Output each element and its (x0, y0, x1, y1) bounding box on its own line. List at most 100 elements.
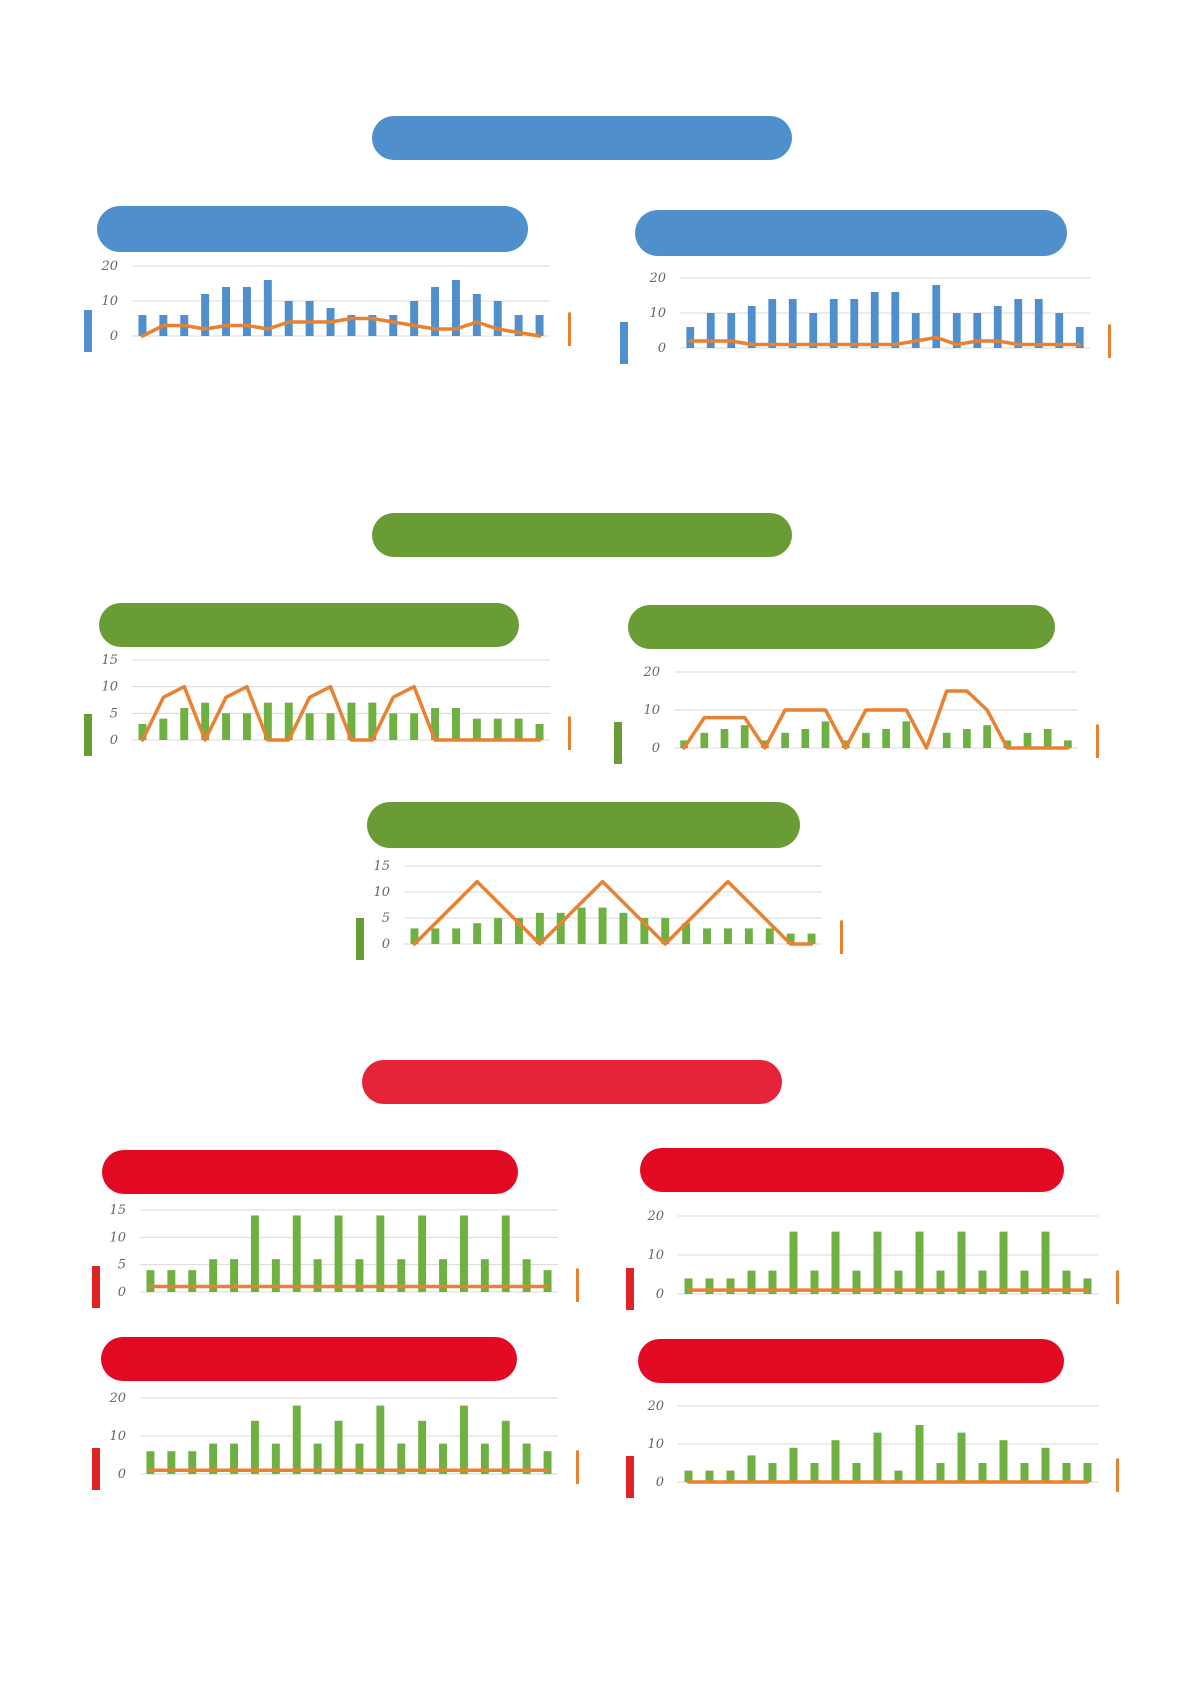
legend-bar-swatch (92, 1266, 100, 1308)
bar (809, 313, 818, 348)
bar (452, 928, 461, 944)
legend-bar-swatch (626, 1456, 634, 1498)
bar (747, 1270, 756, 1294)
bar (957, 1231, 966, 1294)
legend-bar-swatch (84, 310, 92, 352)
bar (768, 1463, 777, 1482)
bar (501, 1215, 510, 1292)
bar (894, 1270, 903, 1294)
bar (891, 292, 900, 348)
series-line (412, 879, 814, 946)
bar (222, 713, 231, 740)
series-line (140, 684, 542, 742)
green-section-header (372, 513, 792, 557)
bar (999, 1231, 1008, 1294)
y-tick-label: 20 (100, 259, 118, 274)
bar (1062, 1463, 1071, 1482)
y-tick-label: 10 (647, 1437, 664, 1452)
bar (781, 732, 789, 748)
chart-5-title-bar (367, 802, 800, 848)
blue-section-header (372, 116, 792, 160)
bar (705, 1470, 714, 1482)
bar (870, 292, 879, 348)
bar (983, 725, 991, 748)
bar (1041, 1231, 1050, 1294)
chart-4: 0 10 20 (614, 665, 1099, 764)
bar (973, 313, 982, 348)
y-tick-label: 10 (643, 703, 660, 718)
bar (789, 1231, 798, 1294)
bar (684, 1278, 693, 1294)
chart-1-title-bar (97, 206, 528, 252)
bar (598, 907, 607, 944)
bar (882, 729, 890, 748)
bar (1062, 1270, 1071, 1294)
bar (682, 923, 691, 944)
y-tick-label: 5 (118, 1258, 126, 1273)
chart-5: 0 5 10 15 (356, 859, 843, 960)
chart-1: 0 10 20 (84, 259, 571, 352)
bar (271, 1443, 280, 1474)
bar (355, 1443, 364, 1474)
bar (619, 912, 628, 944)
y-tick-label: 10 (109, 1230, 126, 1245)
series-line (688, 335, 1082, 347)
bar (894, 1470, 903, 1482)
bar (957, 1432, 966, 1482)
bar (768, 299, 777, 348)
bar (543, 1270, 552, 1292)
bar (410, 928, 419, 944)
bar (242, 287, 251, 336)
bar (747, 306, 756, 348)
bar (952, 313, 961, 348)
bar (942, 732, 951, 748)
legend-bar-swatch (84, 714, 92, 756)
bar (680, 740, 688, 748)
bar (807, 933, 816, 944)
bar (292, 1215, 301, 1292)
bar (862, 732, 870, 748)
bar (389, 315, 398, 336)
legend-line-swatch (576, 1268, 579, 1302)
bar (873, 1231, 882, 1294)
y-tick-label: 0 (110, 733, 118, 748)
y-tick-label: 5 (382, 911, 390, 926)
chart-6: 0 5 10 15 (92, 1203, 579, 1308)
y-tick-label: 10 (101, 294, 118, 309)
bar (439, 1443, 448, 1474)
bar (451, 708, 460, 740)
bar (451, 280, 460, 336)
bar (831, 1231, 840, 1294)
bar (431, 928, 440, 944)
bar (473, 923, 482, 944)
chart-9: 0 10 20 (626, 1399, 1119, 1498)
bar (556, 912, 565, 944)
legend-bar-swatch (614, 722, 622, 764)
y-tick-label: 10 (647, 1248, 664, 1263)
y-tick-label: 10 (101, 680, 118, 695)
y-tick-label: 15 (373, 859, 390, 874)
bar (250, 1215, 259, 1292)
bar (138, 315, 147, 336)
bar (936, 1463, 945, 1482)
chart-7-title-bar (640, 1148, 1064, 1192)
bar (459, 1215, 468, 1292)
bar (271, 1259, 280, 1292)
bar (640, 918, 649, 944)
legend-line-swatch (576, 1450, 579, 1484)
bar (284, 702, 293, 740)
bar (472, 294, 481, 336)
bar (999, 1440, 1008, 1482)
bar (821, 721, 830, 748)
bar (418, 1215, 427, 1292)
bar (936, 1270, 945, 1294)
bar (963, 729, 971, 748)
bar (801, 729, 810, 748)
bar (410, 301, 419, 336)
bar (313, 1443, 322, 1474)
bar (180, 708, 189, 740)
bar (684, 1470, 693, 1482)
y-tick-label: 20 (642, 665, 660, 680)
bar (146, 1451, 155, 1474)
series-line (682, 689, 1070, 750)
